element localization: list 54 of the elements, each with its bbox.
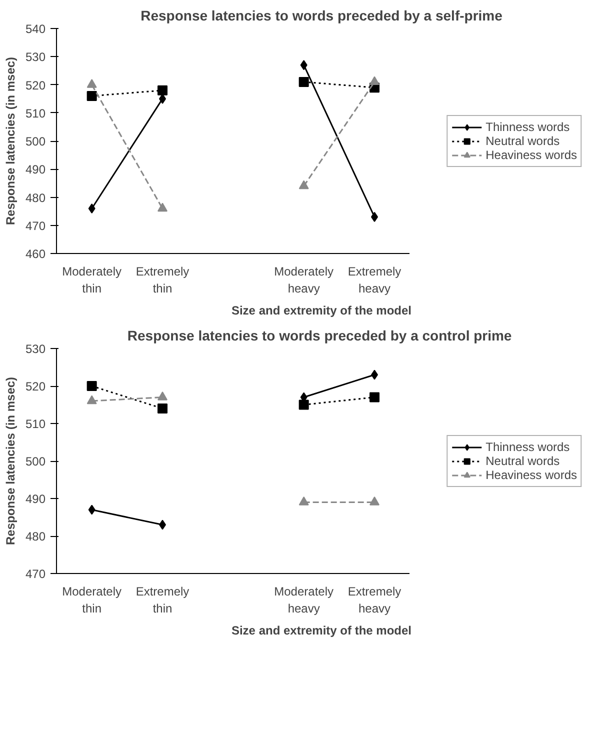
chart-title: Response latencies to words preceded by a control prime bbox=[127, 328, 512, 344]
legend-label: Neutral words bbox=[486, 454, 560, 468]
legend-label: Thinness words bbox=[486, 440, 570, 454]
chart-title: Response latencies to words preceded by a self-prime bbox=[140, 8, 503, 24]
y-axis-title: Response latencies (in msec) bbox=[3, 56, 18, 226]
x-tick-label: Moderately thin bbox=[62, 264, 122, 296]
y-tick-label: 510 bbox=[25, 106, 46, 120]
legend-label: Heaviness words bbox=[486, 468, 577, 482]
y-tick-label: 520 bbox=[25, 78, 46, 92]
point bbox=[86, 79, 97, 88]
point bbox=[298, 180, 309, 190]
y-tick-label: 460 bbox=[25, 247, 46, 261]
y-tick-label: 480 bbox=[25, 530, 46, 544]
point bbox=[88, 204, 96, 214]
point bbox=[298, 76, 309, 87]
x-tick-label: Moderately heavy bbox=[274, 264, 334, 296]
point bbox=[370, 496, 380, 506]
y-tick-label: 500 bbox=[25, 454, 46, 468]
y-tick-label: 500 bbox=[25, 134, 46, 148]
point bbox=[158, 85, 168, 96]
legend-label: Thinness words bbox=[486, 120, 570, 134]
y-tick-label: 510 bbox=[25, 417, 46, 431]
y-tick-label: 540 bbox=[25, 22, 46, 36]
legend-label: Heaviness words bbox=[486, 148, 577, 162]
x-tick-label: Extremely thin bbox=[136, 264, 190, 296]
y-tick-label: 530 bbox=[25, 50, 46, 64]
y-tick-label: 520 bbox=[25, 380, 46, 394]
y-tick-label: 480 bbox=[25, 190, 46, 205]
point bbox=[86, 381, 97, 391]
point bbox=[370, 392, 380, 402]
legend-label: Neutral words bbox=[486, 134, 560, 148]
point bbox=[158, 392, 168, 400]
x-tick-label: Extremely heavy bbox=[348, 264, 402, 296]
point bbox=[298, 496, 309, 506]
point bbox=[88, 504, 96, 515]
y-tick-label: 470 bbox=[25, 567, 46, 581]
x-tick-label: Moderately heavy bbox=[274, 584, 334, 616]
point bbox=[300, 60, 308, 70]
point bbox=[86, 395, 97, 404]
point bbox=[370, 76, 380, 86]
y-axis-title: Response latencies (in msec) bbox=[3, 376, 18, 546]
x-axis-title: Size and extremity of the model bbox=[231, 303, 412, 318]
point bbox=[298, 400, 309, 410]
x-tick-label: Moderately thin bbox=[62, 584, 122, 616]
y-tick-label: 470 bbox=[25, 218, 46, 233]
x-axis-title: Size and extremity of the model bbox=[231, 623, 412, 638]
point bbox=[158, 404, 168, 414]
y-tick-label: 490 bbox=[25, 492, 46, 506]
y-tick-label: 530 bbox=[25, 342, 46, 356]
point bbox=[158, 202, 168, 212]
x-tick-label: Extremely thin bbox=[136, 584, 190, 616]
point bbox=[86, 91, 97, 101]
y-tick-label: 490 bbox=[25, 162, 46, 177]
x-tick-label: Extremely heavy bbox=[348, 584, 402, 616]
